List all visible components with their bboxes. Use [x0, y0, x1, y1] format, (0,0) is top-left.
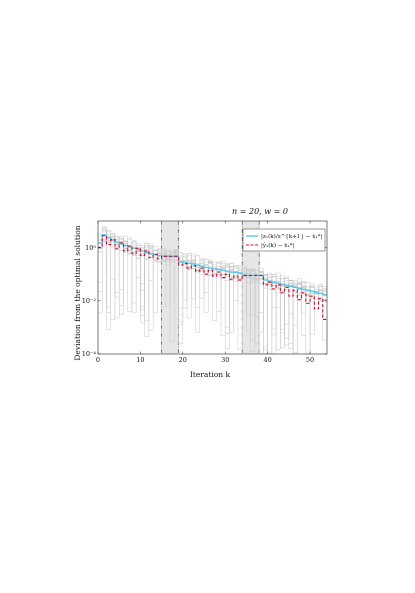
- x-tick-label: 0: [96, 356, 100, 364]
- y-axis-label: Deviation from the optimal solution: [73, 225, 82, 360]
- x-tick-label: 30: [221, 356, 229, 364]
- y-tick-label: 10⁻⁴: [82, 350, 97, 358]
- y-tick-label: 10⁰: [85, 244, 96, 252]
- x-tick-label: 40: [263, 356, 271, 364]
- x-tick-label: 10: [136, 356, 144, 364]
- legend: |z₁(k)/s^{k+1} − ẋ₁*| |ŷ₁(k) − ẋ₁*|: [243, 229, 325, 251]
- chart-title: n = 20, w = 0: [232, 207, 288, 216]
- x-tick-label: 20: [179, 356, 187, 364]
- y-tick-label: 10⁻²: [82, 297, 97, 305]
- x-tick-label: 50: [306, 356, 314, 364]
- legend-label-2: |ŷ₁(k) − ẋ₁*|: [261, 242, 294, 249]
- legend-label-1: |z₁(k)/s^{k+1} − ẋ₁*|: [261, 233, 322, 240]
- x-axis-label: Iteration k: [190, 370, 231, 379]
